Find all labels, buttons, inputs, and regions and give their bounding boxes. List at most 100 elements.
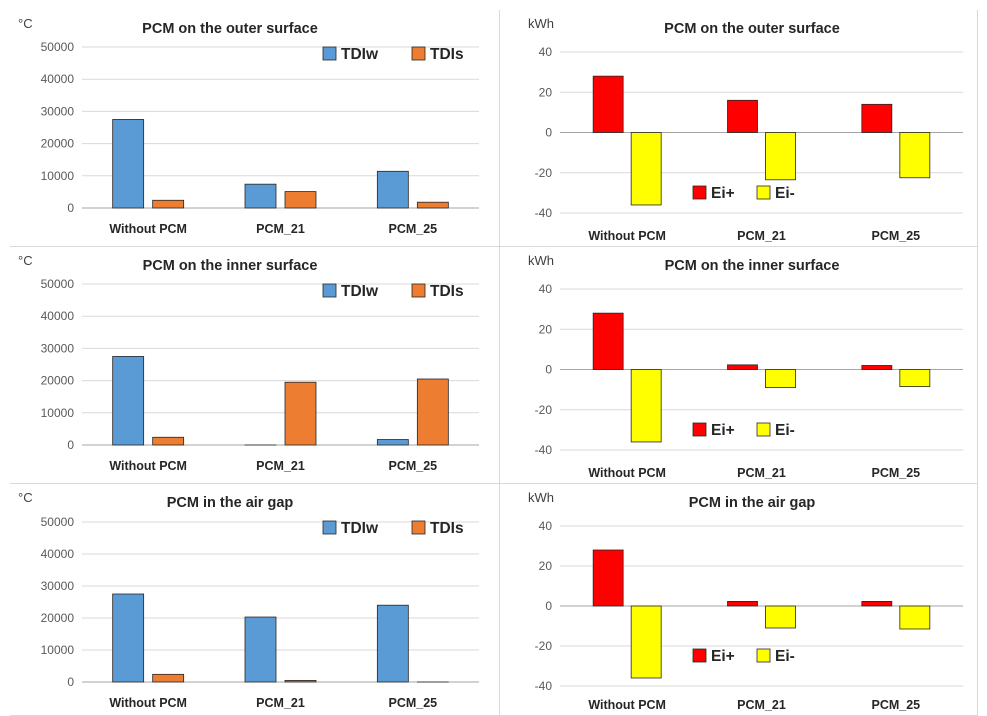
legend-swatch — [692, 648, 707, 663]
y-tick-label: 20000 — [41, 137, 75, 151]
legend: TDIw TDIs — [322, 520, 464, 537]
y-tick-label: 10000 — [41, 643, 75, 657]
x-category-label: PCM_21 — [737, 466, 786, 480]
y-tick-label: 0 — [545, 126, 552, 140]
y-tick-label: 40 — [539, 519, 553, 533]
chart-svg: °C PCM in the air gap 0 10000 20000 30000 4000… — [18, 490, 479, 710]
legend-label: TDIw — [341, 46, 379, 63]
bar-TDIs-0 — [152, 436, 185, 446]
bar-TDIw-2 — [376, 604, 409, 683]
x-category-label: Without PCM — [588, 466, 666, 480]
bar-Ei-1 — [727, 364, 758, 370]
bar-TDIw-1 — [244, 183, 277, 209]
legend-swatch — [692, 422, 707, 437]
bar-TDIw-0 — [112, 356, 145, 446]
chart-title: PCM in the air gap — [689, 495, 816, 511]
x-category-label: PCM_21 — [256, 459, 305, 473]
y-tick-label: 50000 — [41, 277, 75, 291]
chart-title: PCM on the outer surface — [142, 21, 318, 37]
bar-Ei-2 — [899, 369, 931, 388]
x-category-label: PCM_21 — [256, 696, 305, 710]
bar-Ei-2 — [861, 103, 893, 133]
bar-TDIw-2 — [376, 439, 409, 446]
unit-label: kWh — [528, 490, 554, 505]
bar-TDIs-1 — [284, 381, 317, 446]
x-category-label: PCM_25 — [872, 466, 921, 480]
bar-Ei-0 — [592, 549, 624, 607]
chart-title: PCM on the outer surface — [664, 21, 840, 37]
legend-swatch — [322, 283, 337, 298]
x-category-label: Without PCM — [109, 696, 187, 710]
unit-label: kWh — [528, 16, 554, 31]
legend-label: Ei+ — [711, 648, 735, 665]
bar-TDIw-1 — [244, 616, 277, 683]
x-category-label: PCM_25 — [389, 696, 438, 710]
y-tick-label: 0 — [67, 675, 74, 689]
y-tick-label: -20 — [535, 639, 553, 653]
bar-TDIs-1 — [284, 191, 317, 209]
legend-label: Ei- — [775, 185, 795, 202]
y-tick-label: -40 — [535, 443, 553, 457]
chart-panel-inner-energy: kWh PCM on the inner surface -40 -20 0 20 40 Wi… — [500, 247, 978, 484]
bar-Ei-2 — [899, 132, 931, 179]
legend: Ei+ Ei- — [692, 648, 795, 665]
unit-label: °C — [18, 490, 33, 505]
y-tick-label: -20 — [535, 403, 553, 417]
y-tick-label: 40000 — [41, 547, 75, 561]
bar-Ei-1 — [727, 601, 758, 607]
y-tick-label: 0 — [545, 363, 552, 377]
chart-title: PCM on the inner surface — [665, 258, 840, 274]
y-tick-label: 0 — [67, 438, 74, 452]
legend-swatch — [411, 46, 426, 61]
chart-svg: kWh PCM on the inner surface -40 -20 0 20 40 Wi… — [528, 253, 963, 480]
bar-Ei-0 — [630, 369, 662, 443]
bar-TDIw-0 — [112, 119, 145, 209]
legend-label: TDIs — [430, 283, 464, 300]
chart-svg: °C PCM on the outer surface 0 10000 20000 300… — [18, 16, 479, 236]
unit-label: kWh — [528, 253, 554, 268]
legend-swatch — [756, 422, 771, 437]
legend: TDIw TDIs — [322, 46, 464, 63]
y-tick-label: 30000 — [41, 341, 75, 355]
x-category-label: PCM_21 — [737, 698, 786, 712]
legend-swatch — [322, 520, 337, 535]
y-tick-label: 20 — [539, 322, 553, 336]
legend-swatch — [322, 46, 337, 61]
bar-Ei-1 — [727, 99, 758, 133]
y-tick-label: 20 — [539, 85, 553, 99]
bar-Ei-0 — [630, 132, 662, 206]
bar-Ei-1 — [765, 132, 796, 181]
y-tick-label: 40 — [539, 282, 553, 296]
x-category-label: PCM_25 — [872, 698, 921, 712]
y-tick-label: 20000 — [41, 611, 75, 625]
legend-label: TDIw — [341, 283, 379, 300]
bar-Ei-0 — [630, 605, 662, 679]
y-tick-label: 40000 — [41, 72, 75, 86]
y-tick-label: 30000 — [41, 104, 75, 118]
bar-TDIs-0 — [152, 199, 185, 209]
y-tick-label: 50000 — [41, 40, 75, 54]
legend-label: Ei- — [775, 648, 795, 665]
legend-swatch — [692, 185, 707, 200]
bar-TDIs-2 — [416, 201, 449, 209]
chart-svg: kWh PCM on the outer surface -40 -20 0 20 40 Wi… — [528, 16, 963, 243]
chart-panel-outer-energy: kWh PCM on the outer surface -40 -20 0 20 40 Wi… — [500, 10, 978, 247]
legend: Ei+ Ei- — [692, 422, 795, 439]
y-tick-label: -40 — [535, 679, 553, 693]
legend-label: Ei- — [775, 422, 795, 439]
unit-label: °C — [18, 253, 33, 268]
unit-label: °C — [18, 16, 33, 31]
chart-svg: °C PCM on the inner surface 0 10000 20000 300… — [18, 253, 479, 473]
y-tick-label: 0 — [545, 599, 552, 613]
bar-TDIs-1 — [284, 679, 317, 683]
y-tick-label: -40 — [535, 206, 553, 220]
bar-Ei-2 — [861, 601, 893, 607]
legend-swatch — [756, 185, 771, 200]
legend-label: Ei+ — [711, 185, 735, 202]
bar-TDIs-2 — [416, 378, 449, 446]
legend-swatch — [756, 648, 771, 663]
x-category-label: Without PCM — [109, 459, 187, 473]
chart-panel-airgap-tdi: °C PCM in the air gap 0 10000 20000 30000 4000… — [10, 484, 500, 716]
x-category-label: Without PCM — [588, 229, 666, 243]
